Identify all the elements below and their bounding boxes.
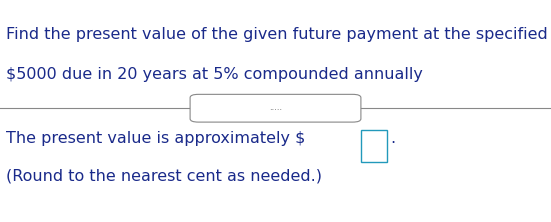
Text: Find the present value of the given future payment at the specified interest r: Find the present value of the given futu… bbox=[6, 27, 551, 42]
Text: The present value is approximately $: The present value is approximately $ bbox=[6, 131, 305, 146]
FancyBboxPatch shape bbox=[190, 94, 361, 122]
Text: $5000 due in 20 years at 5% compounded annually: $5000 due in 20 years at 5% compounded a… bbox=[6, 67, 423, 82]
Text: .: . bbox=[390, 131, 395, 146]
FancyBboxPatch shape bbox=[361, 130, 387, 162]
Text: (Round to the nearest cent as needed.): (Round to the nearest cent as needed.) bbox=[6, 169, 322, 184]
Text: .....: ..... bbox=[269, 103, 282, 112]
